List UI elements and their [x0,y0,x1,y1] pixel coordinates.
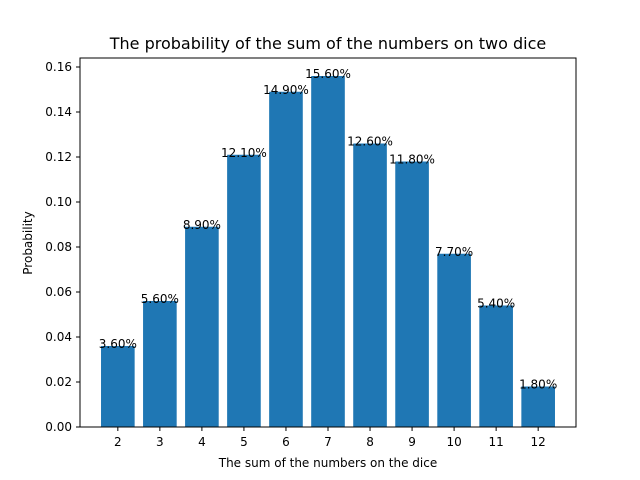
y-tick-label: 0.16 [45,60,72,74]
data-label-12: 1.80% [519,378,557,392]
bar-4 [185,226,219,427]
data-label-2: 3.60% [99,337,137,351]
y-tick-label: 0.04 [45,330,72,344]
bar-10 [437,253,471,427]
y-axis-label: Probability [21,211,35,274]
data-label-7: 15.60% [305,67,351,81]
y-axis-ticks: 0.00 0.02 0.04 0.06 0.08 0.10 0.12 0.14 0.16 [45,60,80,434]
x-tick-label: 8 [366,435,374,449]
plot-frame [79,57,577,428]
x-axis-ticks: 2 3 4 5 6 7 8 9 10 11 12 [114,427,546,449]
data-labels-group: 3.60% 5.60% 8.90% 12.10% 14.90% 15.60% 12.60% 1… [99,67,557,392]
bars-group [101,76,555,427]
x-tick-label: 6 [282,435,290,449]
x-tick-label: 4 [198,435,206,449]
bar-11 [479,305,513,427]
y-tick-label: 0.10 [45,195,72,209]
data-label-3: 5.60% [141,292,179,306]
x-tick-label: 5 [240,435,248,449]
data-label-8: 12.60% [347,135,393,149]
bar-2 [101,346,135,427]
data-label-9: 11.80% [389,153,435,167]
bar-7 [311,76,345,427]
x-tick-label: 7 [324,435,332,449]
x-tick-label: 9 [408,435,416,449]
x-tick-label: 12 [531,435,546,449]
data-label-5: 12.10% [221,146,267,160]
x-tick-label: 10 [446,435,461,449]
bar-5 [227,154,261,427]
x-tick-label: 11 [488,435,503,449]
y-tick-label: 0.06 [45,285,72,299]
bar-3 [143,301,177,427]
y-tick-label: 0.08 [45,240,72,254]
chart-title: The probability of the sum of the number… [109,34,547,53]
x-axis-label: The sum of the numbers on the dice [218,456,437,470]
y-tick-label: 0.14 [45,105,72,119]
y-tick-label: 0.00 [45,420,72,434]
bar-12 [521,386,555,427]
data-label-10: 7.70% [435,245,473,259]
data-label-4: 8.90% [183,218,221,232]
bar-8 [353,143,387,427]
y-tick-label: 0.12 [45,150,72,164]
data-label-6: 14.90% [263,83,309,97]
bar-6 [269,91,303,427]
x-tick-label: 2 [114,435,122,449]
bar-9 [395,161,429,427]
x-tick-label: 3 [156,435,164,449]
y-tick-label: 0.02 [45,375,72,389]
data-label-11: 5.40% [477,297,515,311]
